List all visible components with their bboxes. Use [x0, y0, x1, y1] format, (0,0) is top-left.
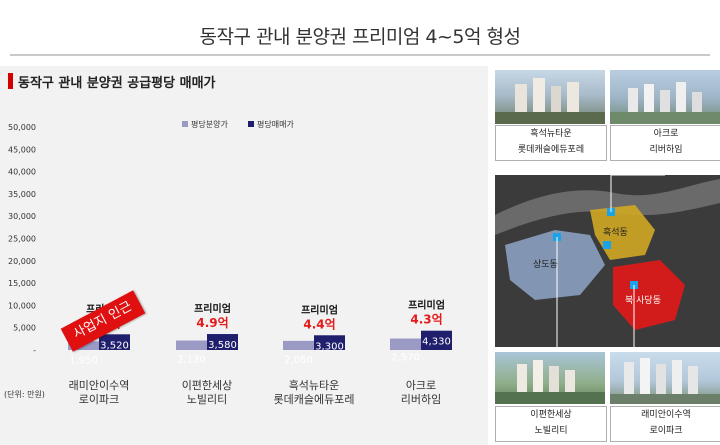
photo-label-line1: 이편한세상 — [530, 410, 572, 420]
buildings-image — [610, 82, 720, 124]
premium-value: 4.4억 — [303, 317, 335, 331]
y-tick-label: - — [33, 346, 36, 355]
x-category-label: 래미안이수역 — [69, 379, 130, 392]
photo-label-epyeonhan: 이편한세상 노빌리티 — [495, 406, 607, 442]
legend-label-sale: 평당분양가 — [191, 119, 228, 129]
bar-sale-price — [283, 340, 314, 350]
y-tick-label: 10,000 — [8, 301, 36, 310]
photo-label-line1: 래미안이수역 — [641, 410, 691, 420]
bar-chart: - 5,000 10,000 15,000 20,000 25,000 30,000 35,0… — [4, 119, 452, 406]
legend-swatch-sale — [182, 121, 188, 127]
photo-label-line2: 리버하임 — [649, 145, 683, 155]
bar-trade-price — [207, 334, 238, 350]
data-label-trade: 4,330 — [422, 337, 451, 348]
y-tick-label: 20,000 — [8, 257, 36, 266]
data-label-sale: 1,950 — [69, 355, 98, 366]
bar-trade-price — [314, 335, 345, 350]
section-title: 동작구 관내 분양권 공급평당 매매가 — [18, 76, 216, 91]
x-category-label: 흑석뉴타운 — [289, 378, 340, 392]
y-tick-label: 40,000 — [8, 168, 36, 177]
premium-title: 프리미엄 — [301, 303, 338, 316]
x-category-label: 이편한세상 — [182, 379, 233, 392]
page-title: 동작구 관내 분양권 프리미엄 4~5억 형성 — [199, 26, 522, 48]
bar-trade-price — [99, 334, 130, 350]
district-map: 흑석동 상도동 북 사당동 — [495, 175, 720, 347]
photo-label-acro: 아크로 리버하임 — [610, 125, 720, 161]
photo-label-line1: 아크로 — [653, 129, 679, 139]
title-divider — [10, 54, 710, 56]
y-tick-label: 45,000 — [8, 145, 36, 154]
y-tick-label: 25,000 — [8, 235, 36, 244]
photo-label-line2: 노빌리티 — [534, 426, 568, 436]
photo-label-heukseok: 흑석뉴타운 롯데캐슬에듀포레 — [495, 125, 607, 161]
photo-acro — [610, 70, 720, 124]
premium-value: 4.3억 — [410, 313, 442, 327]
data-label-sale: 2,570 — [391, 353, 420, 364]
data-label-trade: 3,520 — [100, 340, 129, 351]
y-tick-label: 15,000 — [8, 279, 36, 288]
chart-panel: - 5,000 10,000 15,000 20,000 25,000 30,000 35,0… — [0, 66, 488, 445]
photo-label-line2: 롯데캐슬에듀포레 — [517, 145, 585, 155]
photo-epyeonhan — [495, 352, 605, 404]
buildings-image — [495, 78, 605, 124]
y-tick-label: 30,000 — [8, 212, 36, 221]
region-heukseok: 흑석동 — [603, 228, 628, 238]
y-tick-label: 50,000 — [8, 123, 36, 132]
buildings-image — [495, 360, 605, 404]
legend-swatch-trade — [248, 121, 254, 127]
data-label-sale: 2,050 — [284, 355, 313, 366]
section-marker — [8, 73, 13, 89]
bar-trade-price — [421, 330, 452, 350]
photo-label-line1: 흑석뉴타운 — [530, 129, 572, 139]
x-category-label: 리버하임 — [401, 392, 441, 406]
data-label-trade: 3,300 — [315, 341, 344, 352]
premium-title: 프리미엄 — [194, 302, 231, 315]
bar-sale-price — [176, 340, 207, 350]
data-label-sale: 2,130 — [177, 355, 206, 366]
region-sadang: 북 사당동 — [625, 296, 661, 306]
photo-label-line2: 로이파크 — [649, 426, 683, 436]
x-category-label: 노빌리티 — [187, 393, 227, 406]
photo-raemian — [610, 352, 720, 404]
map-image — [495, 175, 720, 347]
bar-sale-price — [390, 338, 421, 350]
y-tick-label: 5,000 — [13, 324, 36, 333]
unit-label: (단위: 만원) — [4, 389, 45, 399]
premium-title: 프리미엄 — [408, 299, 445, 312]
region-sangdo: 상도동 — [533, 260, 558, 270]
data-label-trade: 3,580 — [208, 340, 237, 351]
y-tick-label: 35,000 — [8, 190, 36, 199]
premium-value: 4.9억 — [196, 316, 228, 330]
photo-heukseok — [495, 70, 605, 124]
photo-label-raemian: 래미안이수역 로이파크 — [610, 406, 720, 442]
x-category-label: 로이파크 — [79, 393, 119, 406]
x-category-label: 롯데캐슬에듀포레 — [274, 393, 355, 406]
legend-label-trade: 평당매매가 — [257, 119, 294, 129]
buildings-image — [610, 358, 720, 404]
x-category-label: 아크로 — [406, 379, 436, 392]
